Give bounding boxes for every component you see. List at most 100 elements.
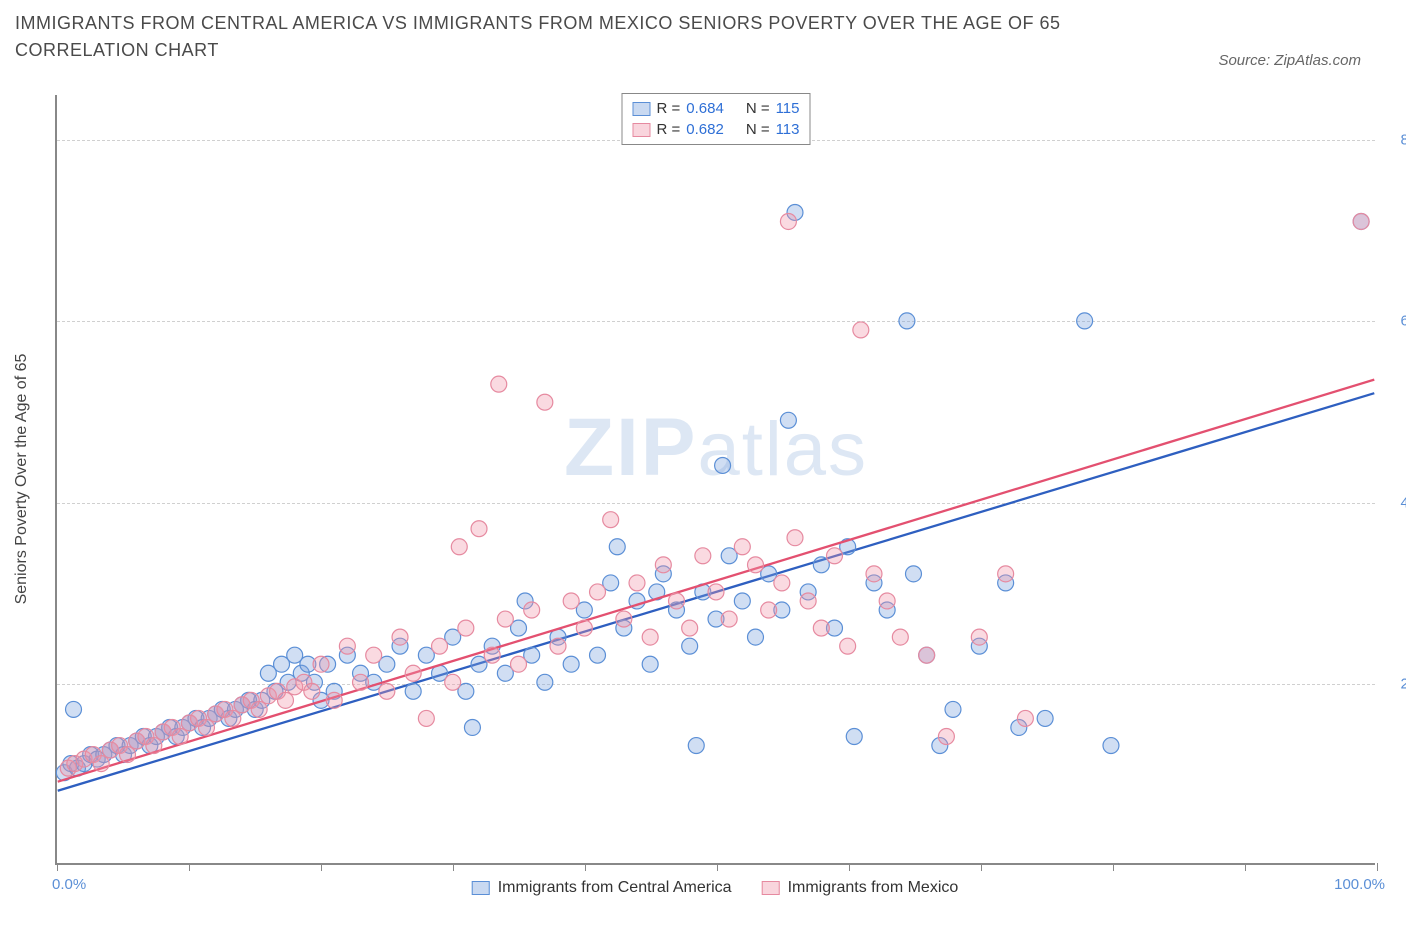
- data-point: [708, 584, 724, 600]
- x-tick: [189, 863, 190, 871]
- data-point: [405, 683, 421, 699]
- data-point: [1037, 710, 1053, 726]
- data-point: [471, 521, 487, 537]
- data-point: [879, 593, 895, 609]
- y-tick-label: 80.0%: [1383, 132, 1406, 149]
- data-point: [458, 620, 474, 636]
- data-point: [1353, 214, 1369, 230]
- data-point: [464, 719, 480, 735]
- data-point: [629, 575, 645, 591]
- data-point: [800, 593, 816, 609]
- data-point: [524, 602, 540, 618]
- data-point: [199, 719, 215, 735]
- data-point: [892, 629, 908, 645]
- data-point: [251, 701, 267, 717]
- x-tick: [1113, 863, 1114, 871]
- data-point: [853, 322, 869, 338]
- legend-stats-row-0: R = 0.684 N = 115: [633, 98, 800, 119]
- data-point: [451, 539, 467, 555]
- regression-line: [58, 380, 1375, 782]
- data-point: [715, 457, 731, 473]
- x-axis-max-label: 100.0%: [1334, 876, 1385, 893]
- data-point: [366, 647, 382, 663]
- data-point: [642, 656, 658, 672]
- data-point: [278, 692, 294, 708]
- data-point: [484, 647, 500, 663]
- data-point: [971, 629, 987, 645]
- data-point: [432, 638, 448, 654]
- data-point: [748, 629, 764, 645]
- data-point: [682, 620, 698, 636]
- y-tick-label: 60.0%: [1383, 313, 1406, 330]
- data-point: [998, 566, 1014, 582]
- data-point: [616, 611, 632, 627]
- data-point: [120, 747, 136, 763]
- x-tick: [1377, 863, 1378, 871]
- data-point: [609, 539, 625, 555]
- data-point: [721, 611, 737, 627]
- data-point: [695, 548, 711, 564]
- data-point: [353, 674, 369, 690]
- x-tick: [57, 863, 58, 871]
- swatch-blue-icon: [633, 102, 651, 116]
- data-point: [682, 638, 698, 654]
- data-point: [945, 701, 961, 717]
- data-point: [405, 665, 421, 681]
- scatter-svg: [57, 95, 1375, 863]
- data-point: [590, 584, 606, 600]
- chart-area: Seniors Poverty Over the Age of 65 ZIPat…: [55, 95, 1375, 865]
- data-point: [326, 692, 342, 708]
- data-point: [734, 539, 750, 555]
- chart-title: IMMIGRANTS FROM CENTRAL AMERICA VS IMMIG…: [15, 10, 1115, 64]
- source-label: Source: ZipAtlas.com: [1218, 52, 1361, 69]
- legend-item-1: Immigrants from Mexico: [762, 879, 959, 897]
- data-point: [576, 620, 592, 636]
- data-point: [537, 394, 553, 410]
- data-point: [655, 557, 671, 573]
- data-point: [734, 593, 750, 609]
- x-tick: [321, 863, 322, 871]
- x-tick: [453, 863, 454, 871]
- data-point: [761, 602, 777, 618]
- y-tick-label: 20.0%: [1383, 675, 1406, 692]
- data-point: [563, 593, 579, 609]
- data-point: [938, 729, 954, 745]
- data-point: [780, 214, 796, 230]
- data-point: [688, 738, 704, 754]
- x-tick: [585, 863, 586, 871]
- data-point: [899, 313, 915, 329]
- data-point: [445, 674, 461, 690]
- legend-item-0: Immigrants from Central America: [472, 879, 732, 897]
- legend-series: Immigrants from Central America Immigran…: [472, 879, 959, 897]
- swatch-pink-icon: [762, 881, 780, 895]
- swatch-pink-icon: [633, 123, 651, 137]
- swatch-blue-icon: [472, 881, 490, 895]
- y-tick-label: 40.0%: [1383, 494, 1406, 511]
- data-point: [866, 566, 882, 582]
- data-point: [590, 647, 606, 663]
- data-point: [418, 710, 434, 726]
- data-point: [511, 656, 527, 672]
- data-point: [225, 710, 241, 726]
- data-point: [787, 530, 803, 546]
- data-point: [93, 756, 109, 772]
- data-point: [491, 376, 507, 392]
- data-point: [774, 575, 790, 591]
- x-tick: [849, 863, 850, 871]
- data-point: [1077, 313, 1093, 329]
- plot-region: Seniors Poverty Over the Age of 65 ZIPat…: [55, 95, 1375, 865]
- data-point: [146, 738, 162, 754]
- y-axis-title: Seniors Poverty Over the Age of 65: [13, 354, 31, 605]
- data-point: [392, 629, 408, 645]
- data-point: [669, 593, 685, 609]
- data-point: [379, 683, 395, 699]
- data-point: [827, 548, 843, 564]
- data-point: [846, 729, 862, 745]
- data-point: [550, 638, 566, 654]
- data-point: [1103, 738, 1119, 754]
- x-axis-min-label: 0.0%: [52, 876, 86, 893]
- data-point: [172, 729, 188, 745]
- data-point: [840, 638, 856, 654]
- data-point: [497, 611, 513, 627]
- data-point: [919, 647, 935, 663]
